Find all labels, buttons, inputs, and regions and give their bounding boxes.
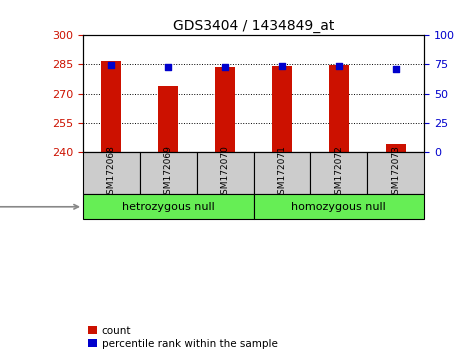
Bar bbox=[158, 86, 178, 152]
Text: GSM172073: GSM172073 bbox=[391, 145, 400, 200]
Bar bbox=[272, 67, 292, 152]
Bar bbox=[101, 61, 121, 152]
Bar bbox=[83, 194, 254, 219]
Bar bbox=[254, 194, 424, 219]
Bar bbox=[197, 152, 254, 194]
Text: GSM172069: GSM172069 bbox=[164, 145, 173, 200]
Legend: count, percentile rank within the sample: count, percentile rank within the sample bbox=[88, 326, 278, 349]
Bar bbox=[310, 152, 367, 194]
Point bbox=[108, 62, 115, 68]
Point bbox=[335, 63, 343, 69]
Point bbox=[392, 66, 399, 72]
Text: genotype/variation: genotype/variation bbox=[0, 202, 78, 212]
Text: GSM172071: GSM172071 bbox=[278, 145, 286, 200]
Text: hetrozygous null: hetrozygous null bbox=[122, 202, 215, 212]
Bar bbox=[140, 152, 197, 194]
Bar bbox=[367, 152, 424, 194]
Title: GDS3404 / 1434849_at: GDS3404 / 1434849_at bbox=[173, 19, 334, 33]
Text: GSM172072: GSM172072 bbox=[334, 145, 343, 200]
Bar bbox=[215, 67, 235, 152]
Bar bbox=[254, 152, 310, 194]
Bar bbox=[83, 152, 140, 194]
Text: GSM172070: GSM172070 bbox=[221, 145, 230, 200]
Point bbox=[221, 64, 229, 70]
Text: homozygous null: homozygous null bbox=[291, 202, 386, 212]
Point bbox=[278, 63, 286, 69]
Text: GSM172068: GSM172068 bbox=[107, 145, 116, 200]
Bar bbox=[329, 65, 349, 152]
Point bbox=[165, 64, 172, 70]
Bar bbox=[386, 144, 406, 152]
